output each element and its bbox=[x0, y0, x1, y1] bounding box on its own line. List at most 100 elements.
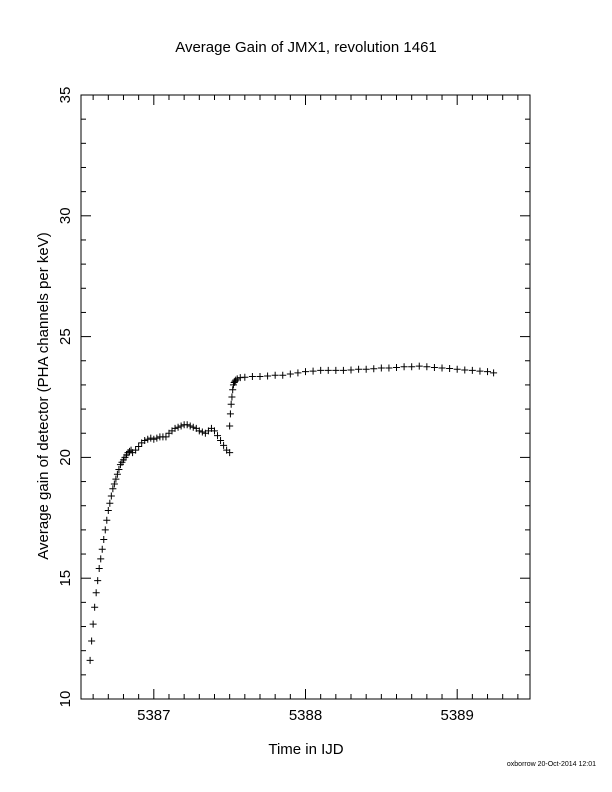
y-tick-label: 20 bbox=[57, 449, 74, 466]
data-point bbox=[423, 363, 431, 371]
data-point bbox=[89, 620, 97, 628]
data-point bbox=[227, 400, 235, 408]
data-point bbox=[86, 656, 94, 664]
x-axis-ticks bbox=[92, 95, 519, 699]
y-tick-label: 10 bbox=[57, 691, 74, 708]
data-point bbox=[377, 364, 385, 372]
data-point bbox=[112, 475, 120, 483]
data-point bbox=[195, 427, 203, 435]
data-point bbox=[183, 421, 191, 429]
data-point bbox=[113, 470, 121, 478]
data-point bbox=[362, 365, 370, 373]
y-axis-ticks bbox=[81, 94, 530, 700]
data-point bbox=[446, 364, 454, 372]
data-point bbox=[241, 373, 249, 381]
data-point bbox=[94, 577, 102, 585]
data-point bbox=[92, 589, 100, 597]
y-tick-label: 25 bbox=[57, 328, 74, 345]
y-tick-label: 35 bbox=[57, 87, 74, 104]
data-point bbox=[103, 516, 111, 524]
data-point bbox=[279, 371, 287, 379]
data-point bbox=[141, 436, 149, 444]
x-axis-tick-labels: 5387 5388 5389 bbox=[137, 707, 474, 724]
y-axis-label: Average gain of detector (PHA channels p… bbox=[35, 232, 52, 559]
data-point bbox=[264, 372, 272, 380]
data-point bbox=[415, 362, 423, 370]
data-point bbox=[220, 441, 228, 449]
data-point bbox=[286, 370, 294, 378]
data-point bbox=[153, 434, 161, 442]
data-point bbox=[107, 492, 115, 500]
data-point bbox=[339, 366, 347, 374]
data-point bbox=[126, 447, 134, 455]
data-point bbox=[115, 465, 123, 473]
data-point bbox=[144, 435, 152, 443]
data-point bbox=[150, 435, 158, 443]
data-point bbox=[370, 365, 378, 373]
data-point bbox=[385, 364, 393, 372]
data-point bbox=[438, 364, 446, 372]
x-tick-label: 5389 bbox=[441, 707, 474, 724]
data-point bbox=[100, 536, 108, 544]
data-point bbox=[214, 432, 222, 440]
y-axis-tick-labels: 10 15 20 25 30 35 bbox=[57, 87, 74, 708]
data-point bbox=[256, 372, 264, 380]
data-point bbox=[229, 386, 237, 394]
data-point bbox=[186, 422, 194, 430]
data-point bbox=[317, 366, 325, 374]
data-point bbox=[490, 369, 498, 377]
data-point bbox=[484, 368, 492, 376]
data-point bbox=[228, 393, 236, 401]
data-point bbox=[109, 485, 117, 493]
data-point bbox=[101, 526, 109, 534]
data-point bbox=[294, 369, 302, 377]
data-point bbox=[135, 443, 143, 451]
data-point bbox=[91, 603, 99, 611]
data-point bbox=[430, 364, 438, 372]
data-point bbox=[332, 366, 340, 374]
x-tick-label: 5388 bbox=[289, 707, 322, 724]
data-point bbox=[347, 366, 355, 374]
data-point bbox=[106, 499, 114, 507]
data-point bbox=[309, 367, 317, 375]
chart-title: Average Gain of JMX1, revolution 1461 bbox=[175, 39, 437, 56]
data-point bbox=[408, 363, 416, 371]
data-point bbox=[174, 423, 182, 431]
data-point bbox=[355, 365, 363, 373]
data-point bbox=[171, 424, 179, 432]
footer-stamp: oxborrow 20-Oct-2014 12:01 bbox=[506, 761, 596, 768]
data-point bbox=[189, 423, 197, 431]
data-point bbox=[461, 366, 469, 374]
data-point bbox=[95, 565, 103, 573]
data-point bbox=[226, 410, 234, 418]
data-point bbox=[98, 545, 106, 553]
data-point bbox=[88, 637, 96, 645]
data-point bbox=[468, 366, 476, 374]
data-point bbox=[232, 376, 240, 384]
data-point bbox=[147, 434, 155, 442]
data-point bbox=[177, 422, 185, 430]
y-tick-label: 30 bbox=[57, 207, 74, 224]
data-point bbox=[453, 365, 461, 373]
data-point bbox=[248, 372, 256, 380]
plot-frame bbox=[80, 94, 531, 700]
data-point bbox=[400, 363, 408, 371]
data-point bbox=[217, 436, 225, 444]
data-point bbox=[132, 446, 140, 454]
data-series bbox=[86, 362, 498, 664]
data-point bbox=[226, 449, 234, 457]
data-point bbox=[210, 427, 218, 435]
data-point bbox=[162, 433, 170, 441]
x-tick-label: 5387 bbox=[137, 707, 170, 724]
data-point bbox=[97, 555, 105, 563]
data-point bbox=[302, 368, 309, 376]
data-point bbox=[226, 422, 234, 430]
data-point bbox=[233, 375, 241, 383]
data-point bbox=[324, 366, 332, 374]
data-point bbox=[198, 428, 206, 436]
data-point bbox=[476, 367, 484, 375]
data-point bbox=[104, 507, 112, 515]
y-tick-label: 15 bbox=[57, 570, 74, 587]
data-point bbox=[110, 480, 118, 488]
